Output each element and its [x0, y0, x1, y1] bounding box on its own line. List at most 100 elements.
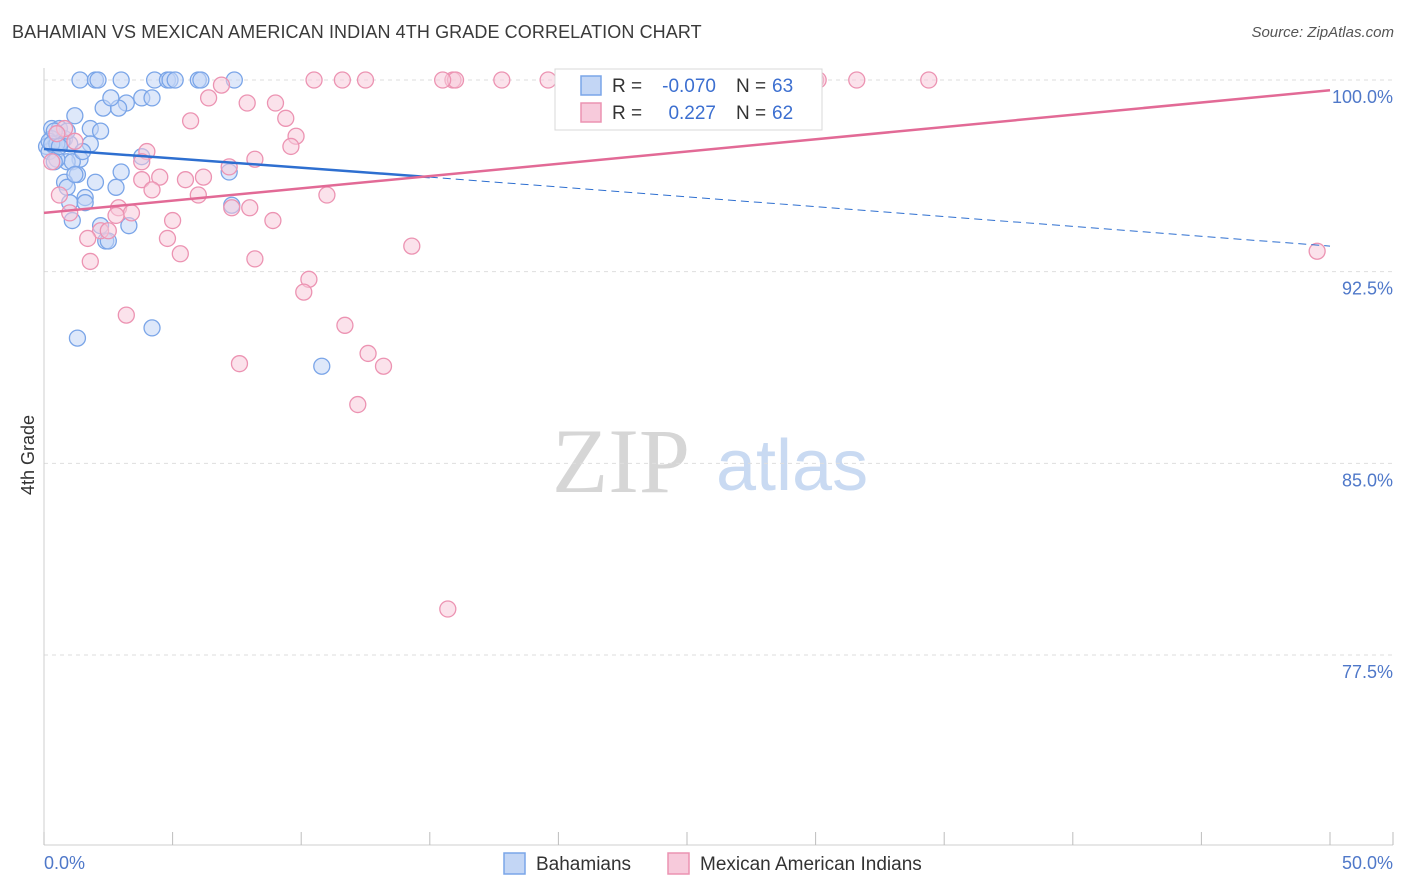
point-mexican-american-indian-12: [212, 76, 231, 94]
point-mexican-american-indian-10: [920, 71, 938, 89]
legend-r-label-2: R =: [612, 103, 642, 124]
point-mexican-american-indian-0: [305, 71, 323, 89]
watermark-zip: ZIP: [552, 410, 690, 512]
point-bahamians-48: [143, 319, 161, 337]
bottom-legend-label-mexican-american-indians: Mexican American Indians: [700, 854, 922, 875]
bottom-legend-swatch-mexican-american-indians: [667, 852, 690, 875]
point-bahamians-49: [68, 329, 87, 347]
point-mexican-american-indian-54: [43, 153, 61, 171]
point-mexican-american-indian-44: [1308, 242, 1326, 260]
point-mexican-american-indian-35: [163, 211, 182, 230]
point-mexican-american-indian-46: [295, 283, 313, 301]
legend-box: R = -0.070 N = 63 R = 0.227 N = 62: [554, 68, 823, 131]
y-tick-label-0: 100.0%: [1332, 87, 1393, 107]
trend-line-bahamians-extension: [429, 176, 1331, 247]
point-bahamians-0: [71, 71, 89, 89]
legend-n-label-2: N =: [736, 103, 766, 124]
point-mexican-american-indian-39: [158, 229, 177, 248]
point-mexican-american-indian-32: [61, 204, 79, 222]
point-mexican-american-indian-28: [189, 186, 207, 204]
point-mexican-american-indian-34: [107, 206, 125, 225]
bottom-legend-swatch-bahamians: [503, 852, 526, 875]
point-mexican-american-indian-58: [48, 125, 66, 143]
chart-title: BAHAMIAN VS MEXICAN AMERICAN INDIAN 4TH …: [12, 22, 702, 42]
point-mexican-american-indian-53: [439, 600, 457, 618]
legend-n-label-1: N =: [736, 76, 766, 97]
point-mexican-american-indian-49: [359, 344, 377, 363]
point-mexican-american-indian-26: [176, 171, 195, 189]
point-mexican-american-indian-11: [434, 71, 452, 89]
point-mexican-american-indian-27: [143, 181, 161, 199]
y-axis-title: 4th Grade: [18, 415, 38, 495]
point-mexican-american-indian-23: [194, 168, 213, 186]
point-bahamians-58: [102, 89, 120, 107]
y-tick-label-1: 92.5%: [1342, 279, 1393, 299]
source-label: Source: ZipAtlas.com: [1251, 24, 1394, 41]
point-bahamians-9: [192, 71, 210, 89]
point-mexican-american-indian-31: [241, 199, 259, 217]
point-mexican-american-indian-16: [277, 109, 295, 127]
trend-lines: [43, 88, 1331, 247]
point-bahamians-2: [89, 71, 107, 89]
point-mexican-american-indian-5: [493, 71, 511, 89]
point-mexican-american-indian-43: [81, 252, 99, 271]
point-mexican-american-indian-13: [199, 89, 218, 107]
point-mexican-american-indian-42: [246, 250, 264, 268]
legend-r-value-1: -0.070: [662, 76, 716, 97]
point-mexican-american-indian-59: [66, 132, 84, 150]
bottom-legend-label-bahamians: Bahamians: [536, 854, 631, 875]
point-mexican-american-indian-36: [264, 211, 282, 230]
point-mexican-american-indian-51: [374, 357, 393, 375]
point-bahamians-56: [91, 122, 110, 140]
point-mexican-american-indian-52: [349, 395, 367, 414]
point-bahamians-16: [66, 107, 84, 125]
bottom-legend: Bahamians Mexican American Indians: [503, 852, 922, 875]
point-mexican-american-indian-41: [171, 245, 189, 263]
point-mexican-american-indian-19: [282, 137, 300, 156]
point-bahamians-60: [66, 165, 84, 184]
point-bahamians-12: [143, 89, 161, 107]
legend-swatch-bahamians: [580, 75, 602, 96]
watermark-atlas: atlas: [716, 426, 868, 506]
point-mexican-american-indian-1: [333, 71, 352, 89]
point-mexican-american-indian-48: [336, 316, 354, 334]
point-bahamians-41: [76, 194, 94, 212]
axes: [43, 68, 1394, 846]
legend-r-label-1: R =: [612, 76, 642, 97]
point-mexican-american-indian-25: [133, 171, 151, 189]
point-bahamians-3: [112, 71, 130, 89]
y-tick-label-2: 85.0%: [1342, 470, 1393, 490]
trend-line-bahamians: [43, 147, 430, 179]
point-mexican-american-indian-33: [122, 204, 141, 222]
trend-line-mexican-american-indians: [43, 88, 1331, 215]
point-mexican-american-indian-56: [99, 222, 117, 240]
point-bahamians-37: [107, 178, 125, 196]
point-mexican-american-indian-38: [79, 229, 97, 248]
point-mexican-american-indian-40: [403, 237, 421, 255]
point-bahamians-35: [86, 173, 105, 191]
point-mexican-american-indian-60: [133, 153, 151, 171]
points-layer: [37, 71, 1326, 618]
point-bahamians-32: [112, 163, 130, 181]
y-tick-labels: 100.0% 92.5% 85.0% 77.5%: [1332, 87, 1393, 682]
point-mexican-american-indian-2: [356, 71, 375, 89]
point-mexican-american-indian-6: [539, 71, 557, 89]
point-bahamians-50: [313, 357, 331, 375]
point-mexican-american-indian-17: [181, 112, 200, 130]
point-mexican-american-indian-14: [238, 94, 256, 112]
legend-r-value-2: 0.227: [668, 103, 716, 124]
point-mexican-american-indian-61: [223, 199, 241, 217]
point-mexican-american-indian-50: [230, 355, 249, 373]
x-tick-label-min: 0.0%: [44, 853, 85, 873]
x-tick-label-max: 50.0%: [1342, 853, 1393, 873]
point-mexican-american-indian-55: [50, 186, 69, 204]
y-tick-label-3: 77.5%: [1342, 662, 1393, 682]
point-mexican-american-indian-29: [318, 186, 336, 204]
legend-swatch-mexican-american-indians: [580, 102, 602, 123]
point-mexican-american-indian-24: [151, 168, 169, 186]
point-mexican-american-indian-15: [266, 94, 285, 112]
legend-n-value-2: 62: [772, 103, 793, 124]
point-bahamians-7: [166, 71, 184, 89]
point-mexican-american-indian-9: [848, 71, 866, 89]
